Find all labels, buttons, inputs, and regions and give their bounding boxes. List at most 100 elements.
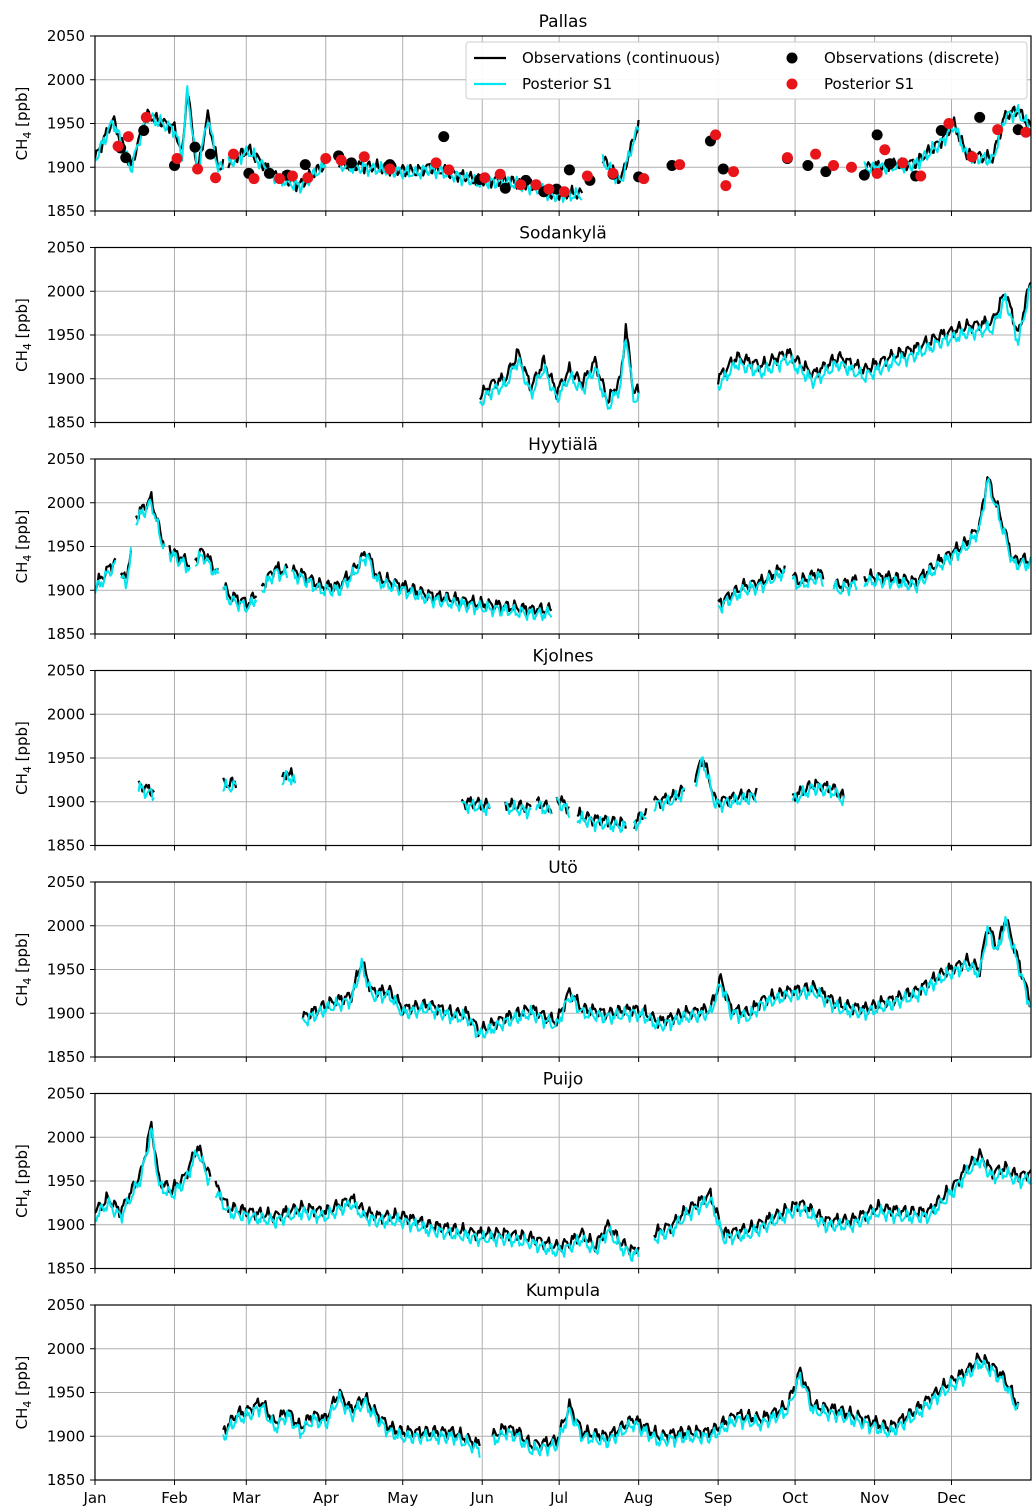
series-observations-continuous xyxy=(227,143,327,193)
legend: Observations (continuous) Observations (d… xyxy=(465,41,1028,100)
marker-observations-discrete xyxy=(717,163,729,175)
panel-3: Kjolnes 1850 1900 1950 2000 2050 CH4 [ppb] xyxy=(13,647,1032,855)
panel-2: Hyytiälä 1850 1900 1950 2000 2050 CH4 [ppb] xyxy=(13,435,1032,643)
y-tick-label: 1850 xyxy=(47,202,85,220)
panel-title: Kumpula xyxy=(526,1281,600,1301)
series-posterior-s1 xyxy=(576,810,627,833)
series-observations-continuous xyxy=(535,796,553,815)
y-tick-label: 2050 xyxy=(47,1085,85,1103)
y-tick-label: 1900 xyxy=(47,370,85,388)
marker-posterior-s1 xyxy=(122,131,134,143)
panel-title: Kjolnes xyxy=(532,647,593,667)
marker-posterior-s1 xyxy=(384,163,396,175)
marker-posterior-s1 xyxy=(845,161,857,173)
series-posterior-s1 xyxy=(601,126,640,185)
panel-1: Sodankylä 1850 1900 1950 2000 2050 CH4 [ppb] xyxy=(13,224,1032,432)
legend-label: Posterior S1 xyxy=(522,75,612,93)
legend-label: Observations (continuous) xyxy=(522,49,720,67)
x-tick-label: Jul xyxy=(549,1489,568,1507)
series-group xyxy=(95,85,1031,203)
series-posterior-s1 xyxy=(168,550,191,574)
series-posterior-s1 xyxy=(261,565,289,594)
marker-observations-discrete xyxy=(858,169,870,181)
y-axis-label: CH4 [ppb] xyxy=(13,933,34,1007)
series-posterior-s1 xyxy=(95,559,117,595)
x-tick-label: Jun xyxy=(470,1489,494,1507)
legend-marker-swatch xyxy=(786,78,798,90)
panel-0: Pallas 1850 1900 1950 2000 2050 CH4 [ppb] Obser… xyxy=(13,12,1032,220)
marker-posterior-s1 xyxy=(943,118,955,129)
series-posterior-s1 xyxy=(291,553,553,622)
marker-posterior-s1 xyxy=(543,183,555,195)
marker-posterior-s1 xyxy=(871,167,883,179)
marker-observations-discrete xyxy=(802,160,814,171)
y-tick-label: 1950 xyxy=(47,749,85,767)
series-posterior-s1 xyxy=(281,770,296,786)
series-posterior-s1 xyxy=(504,799,532,820)
series-posterior-s1 xyxy=(135,498,166,550)
marker-observations-discrete xyxy=(974,111,986,123)
series-group xyxy=(95,1120,1031,1262)
marker-posterior-s1 xyxy=(358,151,370,163)
y-axis-label: CH4 [ppb] xyxy=(13,87,34,161)
series-group xyxy=(222,1352,1020,1458)
y-tick-label: 1900 xyxy=(47,158,85,176)
series-observations-continuous xyxy=(134,491,166,547)
panel-frame xyxy=(94,881,1032,1058)
marker-observations-discrete xyxy=(499,182,511,194)
y-tick-label: 2050 xyxy=(47,662,85,680)
y-tick-label: 1850 xyxy=(47,1048,85,1066)
marker-posterior-s1 xyxy=(992,124,1004,136)
series-posterior-s1 xyxy=(791,782,845,807)
marker-posterior-s1 xyxy=(430,157,442,169)
series-posterior-s1 xyxy=(222,1390,481,1458)
panel-frame xyxy=(94,669,1032,847)
series-posterior-s1 xyxy=(222,585,258,613)
panel-frame xyxy=(94,246,1032,424)
y-tick-label: 1900 xyxy=(47,1004,85,1022)
y-tick-label: 2000 xyxy=(47,917,85,935)
series-observations-continuous xyxy=(504,797,532,813)
y-tick-label: 2000 xyxy=(47,494,85,512)
marker-observations-discrete xyxy=(189,141,201,153)
marker-observations-discrete xyxy=(138,125,150,136)
marker-posterior-s1 xyxy=(171,153,183,164)
y-tick-label: 2050 xyxy=(47,1296,85,1314)
y-axis-label: CH4 [ppb] xyxy=(13,1144,34,1218)
series-posterior-s1 xyxy=(119,547,132,590)
series-posterior-s1 xyxy=(137,781,155,802)
series-group xyxy=(95,476,1031,622)
series-group xyxy=(478,281,1031,410)
panel-title: Pallas xyxy=(539,12,588,32)
y-tick-label: 1850 xyxy=(47,1260,85,1278)
series-posterior-s1 xyxy=(222,778,237,793)
series-posterior-s1 xyxy=(555,796,571,819)
panel-frame xyxy=(94,458,1032,635)
series-group xyxy=(301,915,1031,1039)
marker-posterior-s1 xyxy=(248,173,260,185)
marker-posterior-s1 xyxy=(607,167,619,179)
y-tick-label: 1850 xyxy=(47,414,85,432)
marker-posterior-s1 xyxy=(443,164,455,176)
y-axis-label: CH4 [ppb] xyxy=(13,721,34,795)
series-posterior-s1 xyxy=(694,756,758,813)
marker-posterior-s1 xyxy=(810,148,822,160)
marker-posterior-s1 xyxy=(302,172,314,184)
panel-frame xyxy=(94,1092,1032,1270)
marker-observations-discrete xyxy=(438,131,450,143)
series-observations-continuous xyxy=(222,1388,481,1450)
series-posterior-s1 xyxy=(653,787,686,812)
marker-observations-discrete xyxy=(563,164,575,176)
x-tick-label: Nov xyxy=(860,1489,889,1507)
y-tick-label: 1950 xyxy=(47,538,85,556)
panel-title: Hyytiälä xyxy=(528,435,598,455)
y-tick-label: 1850 xyxy=(47,1471,85,1489)
marker-posterior-s1 xyxy=(728,166,740,178)
series-posterior-s1 xyxy=(535,800,553,815)
x-tick-label: Jan xyxy=(82,1489,106,1507)
marker-posterior-s1 xyxy=(140,111,152,123)
series-posterior-s1 xyxy=(832,579,858,597)
series-posterior-s1 xyxy=(95,85,225,174)
series-posterior-s1 xyxy=(653,1157,1031,1246)
